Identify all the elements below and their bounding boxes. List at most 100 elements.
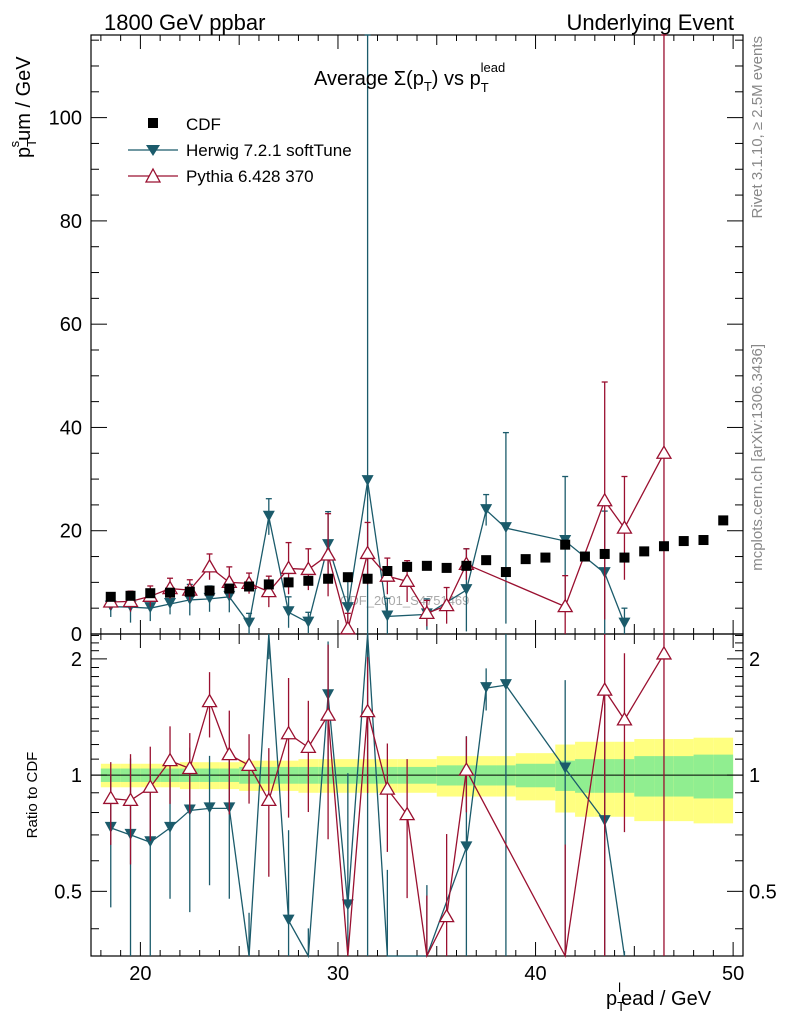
x-tick-label: 50 <box>722 963 744 985</box>
cdf-data-point <box>619 552 630 563</box>
y-tick-label: 20 <box>60 521 82 543</box>
cdf-data-point <box>362 573 373 584</box>
legend-square-marker <box>148 118 158 128</box>
cdf-data-point <box>658 541 669 552</box>
legend-marker-herwig <box>146 145 160 156</box>
pythia-point <box>418 605 436 619</box>
legend-label-cdf: CDF <box>186 115 221 134</box>
herwig-ratio-point <box>282 914 295 926</box>
pythia-point <box>359 545 376 560</box>
pythia-ratio-point <box>122 792 139 807</box>
header-right: Underlying Event <box>566 10 734 35</box>
herwig-ratio-point <box>460 841 473 853</box>
cdf-data-point <box>125 590 136 601</box>
pythia-point <box>398 573 416 587</box>
legend-label-pythia: Pythia 6.428 370 <box>186 167 314 186</box>
y-tick-label: 100 <box>49 108 82 130</box>
herwig-point <box>144 602 157 614</box>
pythia-ratio-point <box>300 739 317 754</box>
herwig-ratio-point <box>203 802 216 814</box>
legend-entry-herwig: Herwig 7.2.1 softTune <box>128 141 352 160</box>
pythia-ratio-point <box>181 760 198 775</box>
cdf-data-point <box>599 548 610 559</box>
legend-entry-pythia: Pythia 6.428 370 <box>128 167 314 186</box>
pythia-ratio-point <box>458 761 475 776</box>
pythia-ratio-point <box>438 908 455 923</box>
pythia-ratio-point <box>240 757 258 771</box>
ratio-tick-label: 0.5 <box>54 881 82 903</box>
band-inner-bin <box>634 756 655 797</box>
x-tick-label: 40 <box>524 963 546 985</box>
cdf-data-point <box>323 573 334 584</box>
herwig-point <box>203 592 216 604</box>
herwig-ratio-point <box>499 679 512 691</box>
cdf-data-point <box>105 591 116 602</box>
cdf-data-point <box>500 567 511 578</box>
y-tick-label: 0 <box>71 624 82 646</box>
pythia-ratio-point <box>596 681 613 696</box>
ratio-tick-label-right: 2 <box>749 649 760 671</box>
band-inner-bin <box>575 759 595 793</box>
ratio-tick-label: 1 <box>71 765 82 787</box>
pythia-point <box>260 583 277 598</box>
x-tick-label: 30 <box>327 963 349 985</box>
pythia-point <box>557 598 574 613</box>
legend: CDF Herwig 7.2.1 softTune Pythia 6.428 3… <box>128 115 352 186</box>
legend-entry-cdf: CDF <box>148 115 221 134</box>
herwig-point <box>480 504 493 516</box>
pythia-ratio-point <box>260 792 277 807</box>
y-axis-title: pTsum / GeV <box>7 56 39 158</box>
herwig-point <box>164 598 177 610</box>
pythia-point <box>319 546 337 561</box>
cdf-data-point <box>145 588 156 599</box>
pythia-point <box>300 561 317 576</box>
cdf-data-point <box>303 575 314 586</box>
pythia-ratio-point <box>398 806 416 821</box>
legend-label-herwig: Herwig 7.2.1 softTune <box>186 141 352 160</box>
cdf-data-point <box>579 551 590 562</box>
cdf-data-point <box>402 561 413 572</box>
pythia-ratio-point <box>280 725 297 740</box>
cdf-data-point <box>224 583 235 594</box>
herwig-point <box>262 510 275 522</box>
cdf-data-point <box>639 546 650 557</box>
pythia-ratio-point <box>359 703 376 718</box>
pythia-point <box>280 560 297 575</box>
watermark: CDF_2001_S4751469 <box>340 593 469 608</box>
pythia-ratio-point <box>142 778 159 793</box>
cdf-data-point <box>560 539 571 550</box>
mcplots-label: mcplots.cern.ch [arXiv:1306.3436] <box>749 344 766 571</box>
herwig-ratio-line <box>110 633 626 959</box>
cdf-data-point <box>678 536 689 547</box>
pythia-ratio-point <box>221 746 238 761</box>
y-tick-label: 80 <box>60 211 82 233</box>
herwig-point <box>499 522 512 534</box>
cdf-data-point <box>461 560 472 571</box>
herwig-ratio-point <box>559 762 572 774</box>
herwig-ratio-point <box>341 899 354 911</box>
ratio-tick-label-right: 0.5 <box>749 881 777 903</box>
header-left: 1800 GeV ppbar <box>104 10 265 35</box>
cdf-data-point <box>718 515 729 526</box>
herwig-point <box>381 610 394 622</box>
cdf-data-point <box>165 587 176 598</box>
pythia-point <box>655 444 673 459</box>
pythia-ratio-point <box>201 693 218 708</box>
cdf-data-point <box>342 572 353 583</box>
ratio-tick-label-right: 1 <box>749 765 760 787</box>
herwig-point <box>460 584 473 596</box>
pythia-point <box>616 519 633 534</box>
pythia-point <box>596 492 613 507</box>
herwig-ratio-point <box>164 821 177 833</box>
legend-marker-pythia <box>144 167 162 183</box>
x-tick-label: 20 <box>129 963 151 985</box>
herwig-point <box>361 475 374 487</box>
cdf-data-point <box>441 562 452 573</box>
chart-title: Average Σ(pT) vs pTlead <box>314 60 505 95</box>
y-tick-label: 40 <box>60 417 82 439</box>
pythia-ratio-point <box>319 706 337 721</box>
data-series <box>102 34 729 959</box>
cdf-data-point <box>382 566 393 577</box>
herwig-point <box>341 602 354 614</box>
rivet-label: Rivet 3.1.10, ≥ 2.5M events <box>749 36 766 219</box>
